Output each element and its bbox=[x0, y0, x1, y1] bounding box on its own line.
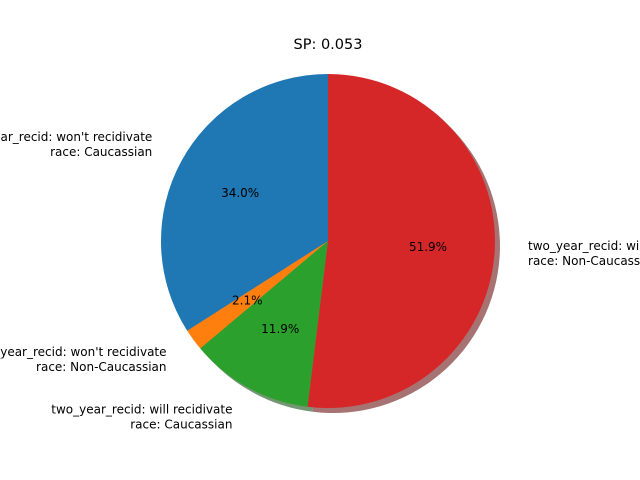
pie-slice-category-label-line: two_year_recid: will recidivate bbox=[51, 403, 232, 417]
pie-slice bbox=[187, 241, 328, 349]
pie-slice-category-label-line: two_year_recid: won't recidivate bbox=[0, 130, 152, 144]
pie-slice-layer bbox=[161, 74, 495, 408]
pie-slice-category-label-line: race: Non-Caucassian bbox=[528, 254, 640, 268]
pie-slice-percent-label: 2.1% bbox=[232, 293, 263, 307]
chart-title: SP: 0.053 bbox=[294, 37, 363, 53]
pie-slice bbox=[161, 74, 328, 331]
pie-percent-label-layer: 34.0% 2.1% 11.9% 51.9% bbox=[221, 186, 447, 336]
pie-slice bbox=[200, 241, 328, 407]
pie-slice-percent-label: 34.0% bbox=[221, 186, 259, 200]
pie-slice-category-label-line: race: Caucassian bbox=[50, 145, 152, 159]
pie-slice-percent-label: 11.9% bbox=[261, 322, 299, 336]
pie-slice-percent-label: 51.9% bbox=[409, 240, 447, 254]
pie-slice-category-label-line: race: Caucassian bbox=[130, 418, 232, 432]
pie-slice-category-label-line: two_year_recid: won't recidivate bbox=[0, 345, 167, 359]
pie-slice-category-label-line: two_year_recid: will recidivate bbox=[528, 239, 640, 253]
pie-slice-category-label-line: race: Non-Caucassian bbox=[36, 360, 166, 374]
pie-slice-category-label: two_year_recid: will recidivate race: Cau… bbox=[51, 403, 232, 432]
pie-slice bbox=[307, 74, 495, 408]
